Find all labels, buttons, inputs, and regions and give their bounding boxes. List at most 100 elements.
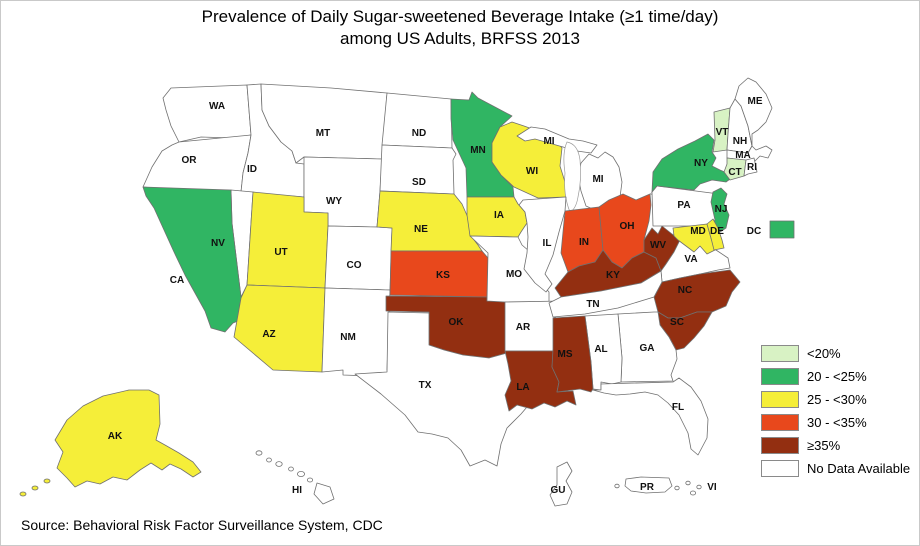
label-il: IL bbox=[543, 238, 552, 249]
state-ia bbox=[466, 196, 528, 238]
label-nj: NJ bbox=[715, 204, 728, 215]
legend-row: 20 - <25% bbox=[761, 368, 910, 385]
legend-row: ≥35% bbox=[761, 437, 910, 454]
state-ca bbox=[142, 186, 248, 333]
state-wa bbox=[162, 84, 252, 143]
label-pr: PR bbox=[640, 482, 655, 493]
hi-big-island bbox=[313, 482, 335, 505]
state-ny bbox=[651, 133, 735, 193]
label-ks: KS bbox=[436, 270, 450, 281]
label-mt: MT bbox=[316, 128, 330, 139]
legend-row: 30 - <35% bbox=[761, 414, 910, 431]
label-nv: NV bbox=[211, 238, 225, 249]
label-ne: NE bbox=[414, 224, 428, 235]
legend-label: 30 - <35% bbox=[807, 415, 867, 430]
label-pa: PA bbox=[677, 200, 690, 211]
label-nc: NC bbox=[678, 285, 692, 296]
state-ms bbox=[551, 315, 594, 393]
legend-swatch-20to25 bbox=[761, 368, 799, 385]
label-vt: VT bbox=[716, 127, 729, 138]
legend-label: <20% bbox=[807, 346, 841, 361]
label-in: IN bbox=[579, 237, 589, 248]
label-ok: OK bbox=[449, 317, 465, 328]
pr-islet bbox=[674, 485, 680, 491]
state-ri bbox=[743, 157, 758, 177]
territory-vi bbox=[696, 484, 702, 490]
pr-islet bbox=[614, 483, 620, 489]
label-md: MD bbox=[690, 226, 706, 237]
territory-gu bbox=[549, 461, 573, 507]
legend-label: ≥35% bbox=[807, 438, 841, 453]
label-mi-lower: MI bbox=[592, 174, 603, 185]
label-ct: CT bbox=[728, 167, 741, 178]
legend-swatch-ge35 bbox=[761, 437, 799, 454]
legend-swatch-30to35 bbox=[761, 414, 799, 431]
legend-row: 25 - <30% bbox=[761, 391, 910, 408]
label-sd: SD bbox=[412, 177, 426, 188]
state-mi-lower bbox=[577, 151, 623, 212]
state-ak bbox=[54, 389, 202, 488]
label-ak: AK bbox=[108, 431, 123, 442]
label-ma: MA bbox=[735, 150, 751, 161]
label-co: CO bbox=[347, 260, 362, 271]
label-wy: WY bbox=[326, 196, 342, 207]
label-ri: RI bbox=[747, 162, 757, 173]
state-dc-swatch bbox=[769, 220, 795, 239]
label-mi-upper: MI bbox=[543, 136, 554, 147]
label-mn: MN bbox=[470, 145, 486, 156]
label-nm: NM bbox=[340, 332, 356, 343]
label-oh: OH bbox=[620, 221, 635, 232]
label-va: VA bbox=[684, 254, 697, 265]
legend-label: 20 - <25% bbox=[807, 369, 867, 384]
ak-aleutian-island bbox=[31, 485, 39, 491]
label-ny: NY bbox=[694, 158, 708, 169]
label-wa: WA bbox=[209, 101, 225, 112]
label-tx: TX bbox=[419, 380, 432, 391]
title-line-1: Prevalence of Daily Sugar-sweetened Beve… bbox=[201, 7, 719, 26]
label-dc: DC bbox=[747, 226, 761, 237]
hi-island bbox=[288, 466, 294, 472]
title-line-2: among US Adults, BRFSS 2013 bbox=[339, 29, 581, 48]
label-fl: FL bbox=[672, 402, 684, 413]
hi-island bbox=[306, 477, 313, 483]
state-az bbox=[233, 284, 326, 373]
label-ms: MS bbox=[558, 349, 573, 360]
label-ca: CA bbox=[170, 275, 184, 286]
hi-island bbox=[266, 457, 272, 463]
state-me bbox=[734, 77, 773, 147]
state-co bbox=[324, 225, 393, 291]
state-fl bbox=[592, 377, 709, 456]
label-az: AZ bbox=[262, 329, 275, 340]
label-ut: UT bbox=[274, 247, 287, 258]
label-ar: AR bbox=[516, 322, 531, 333]
hi-island bbox=[255, 450, 263, 456]
state-de bbox=[706, 218, 725, 251]
legend-swatch-25to30 bbox=[761, 391, 799, 408]
state-tn bbox=[548, 270, 663, 318]
source-text: Source: Behavioral Risk Factor Surveilla… bbox=[21, 517, 383, 533]
hi-island bbox=[296, 470, 305, 477]
label-ia: IA bbox=[494, 210, 504, 221]
legend-row: No Data Available bbox=[761, 460, 910, 477]
label-ky: KY bbox=[606, 270, 620, 281]
state-nj bbox=[710, 187, 730, 235]
state-nd bbox=[381, 92, 453, 149]
legend-swatch-lt20 bbox=[761, 345, 799, 362]
territory-pr bbox=[624, 476, 673, 494]
legend-swatch-nodata bbox=[761, 460, 799, 477]
legend-label: 25 - <30% bbox=[807, 392, 867, 407]
legend-row: <20% bbox=[761, 345, 910, 362]
state-tx bbox=[354, 311, 534, 467]
label-wi: WI bbox=[526, 166, 538, 177]
legend: <20% 20 - <25% 25 - <30% 30 - <35% ≥35% … bbox=[761, 345, 910, 483]
hi-island bbox=[275, 461, 283, 467]
state-mt bbox=[260, 83, 388, 164]
lake-michigan-outline bbox=[563, 141, 582, 213]
label-hi: HI bbox=[292, 485, 302, 496]
state-or bbox=[142, 134, 252, 193]
label-gu: GU bbox=[551, 485, 566, 496]
label-vi: VI bbox=[707, 482, 717, 493]
label-la: LA bbox=[516, 382, 529, 393]
